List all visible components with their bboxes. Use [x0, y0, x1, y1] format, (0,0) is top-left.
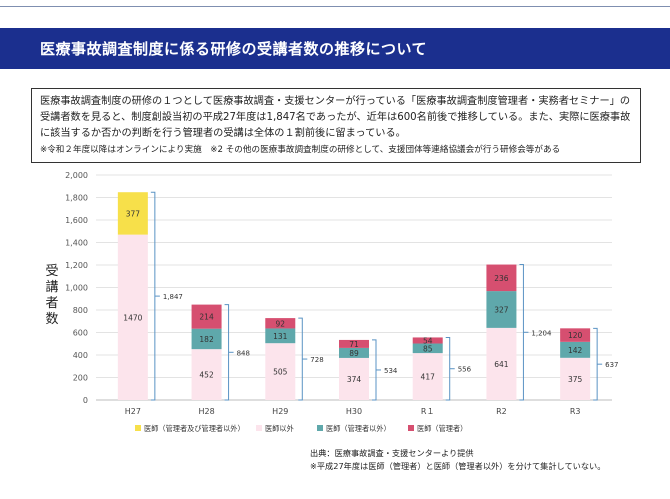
- total-label: 637: [605, 361, 618, 369]
- x-tick-label: R2: [496, 407, 507, 416]
- data-label: 182: [199, 335, 214, 344]
- description-text: 医療事故調査制度の研修の１つとして医療事故調査・支援センターが行っている「医療事…: [40, 96, 631, 139]
- y-tick-label: 1,000: [65, 284, 88, 293]
- bar-segment: [265, 328, 296, 344]
- y-axis-label-char: 者: [45, 296, 58, 311]
- y-tick-label: 400: [73, 351, 88, 360]
- bar-segment: [486, 291, 517, 328]
- bar-segment: [412, 337, 443, 344]
- source-line-2: ※平成27年度は医師（管理者）と医師（管理者以外）を分けて集計していない。: [310, 461, 606, 471]
- bar-segment: [560, 328, 591, 342]
- bar-segment: [412, 353, 443, 400]
- top-divider: [0, 6, 670, 7]
- legend-swatch: [317, 425, 323, 431]
- total-label: 534: [384, 367, 398, 375]
- total-label: 728: [310, 356, 323, 364]
- data-label: 214: [199, 313, 214, 322]
- data-label: 327: [494, 305, 509, 314]
- source-line-1: 出典：医療事故調査・支援センターより提供: [310, 448, 474, 458]
- bar-segment: [265, 318, 296, 329]
- y-axis-label-char: 講: [45, 279, 58, 295]
- y-tick-label: 1,400: [65, 239, 88, 248]
- data-label: 377: [126, 209, 141, 218]
- x-tick-label: H29: [272, 407, 288, 416]
- data-label: 142: [568, 346, 583, 355]
- total-label: 1,847: [163, 293, 183, 301]
- legend-label: 医師（管理者）: [417, 424, 467, 433]
- data-label: 236: [494, 274, 509, 283]
- x-tick-label: H28: [198, 407, 214, 416]
- bar-segment: [560, 357, 591, 400]
- stacked-bar-chart: 0 200 400 600 800 1,000 1,200 1,400 1,600 1,800 2,…: [45, 171, 618, 433]
- data-label: 71: [349, 340, 359, 349]
- total-label: 848: [237, 349, 250, 357]
- bar-segment: [117, 234, 148, 400]
- bar-segment: [486, 264, 517, 292]
- legend-swatch: [135, 425, 141, 431]
- legend-label: 医師以外: [265, 424, 294, 433]
- total-bracket: [150, 191, 156, 401]
- bar-segment: [265, 343, 296, 400]
- data-label: 120: [568, 331, 583, 340]
- bar-segment: [191, 304, 222, 329]
- page-title: 医療事故調査制度に係る研修の受講者数の推移について: [0, 28, 670, 69]
- total-label: 556: [458, 366, 472, 374]
- bar-segment: [339, 357, 369, 400]
- y-tick-label: 2,000: [65, 171, 88, 180]
- y-tick-label: 800: [73, 306, 88, 315]
- total-bracket: [593, 327, 598, 401]
- data-label: 131: [273, 332, 288, 341]
- bar-segment: [117, 192, 148, 235]
- y-tick-label: 1,200: [65, 261, 88, 270]
- bar-segment: [486, 327, 517, 400]
- y-tick-label: 1,800: [65, 194, 88, 203]
- total-label: 1,204: [531, 329, 552, 337]
- description-box: 医療事故調査制度の研修の１つとして医療事故調査・支援センターが行っている「医療事…: [31, 88, 641, 163]
- bar-segment: [339, 339, 369, 348]
- data-label: 452: [199, 371, 214, 380]
- x-tick-label: R１: [421, 407, 435, 416]
- x-tick-label: R3: [570, 407, 581, 416]
- y-tick-label: 0: [83, 396, 88, 405]
- x-tick-label: H30: [346, 407, 362, 416]
- total-bracket: [224, 304, 230, 401]
- legend-label: 医師（管理者及び管理者以外）: [144, 424, 245, 433]
- total-bracket: [445, 336, 451, 401]
- legend-swatch: [256, 425, 262, 431]
- data-label: 641: [494, 360, 509, 369]
- bar-segment: [191, 349, 222, 400]
- bar-segment: [339, 347, 369, 358]
- description-note: ※令和２年度以降はオンラインにより実施 ※2 その他の医療事故調査制度の研修とし…: [40, 145, 561, 155]
- source-note: 出典：医療事故調査・支援センターより提供 ※平成27年度は医師（管理者）と医師（…: [310, 447, 605, 473]
- y-axis-label-char: 受: [45, 264, 58, 279]
- data-label: 92: [276, 319, 286, 328]
- bar-segment: [412, 343, 443, 354]
- data-label: 374: [347, 375, 362, 384]
- data-label: 54: [423, 336, 433, 345]
- data-label: 417: [421, 373, 436, 382]
- data-label: 505: [273, 368, 288, 377]
- y-tick-label: 200: [73, 374, 88, 383]
- data-label: 89: [349, 349, 359, 358]
- total-bracket: [372, 339, 377, 401]
- total-bracket: [298, 317, 303, 401]
- bar-segment: [560, 341, 591, 358]
- x-tick-label: H27: [125, 407, 141, 416]
- data-label: 1470: [123, 313, 142, 322]
- y-axis-label-char: 数: [45, 312, 58, 327]
- y-tick-label: 600: [73, 329, 88, 338]
- legend-swatch: [408, 425, 414, 431]
- page-title-text: 医療事故調査制度に係る研修の受講者数の推移について: [40, 40, 428, 58]
- legend-label: 医師（管理者以外）: [326, 424, 391, 433]
- data-label: 375: [568, 375, 583, 384]
- bar-segment: [191, 328, 222, 350]
- y-tick-label: 1,600: [65, 216, 88, 225]
- data-label: 85: [423, 344, 433, 353]
